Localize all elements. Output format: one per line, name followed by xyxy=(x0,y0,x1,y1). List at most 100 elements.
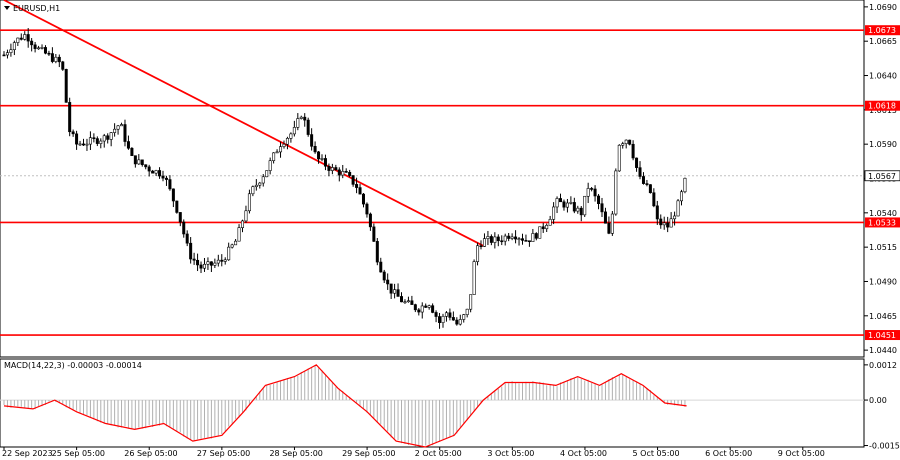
candle-body xyxy=(147,166,151,172)
candle-body xyxy=(130,147,134,156)
candle-body xyxy=(610,213,614,234)
candle-body xyxy=(559,198,563,203)
candle-body xyxy=(590,188,594,190)
candle-body xyxy=(202,263,206,269)
candle-body xyxy=(106,135,110,140)
candle-body xyxy=(30,40,34,46)
candle-body xyxy=(23,34,27,40)
candle-body xyxy=(137,159,141,165)
candle-body xyxy=(396,289,400,297)
candle-body xyxy=(617,144,621,172)
candle-body xyxy=(47,52,51,55)
time-tick-label: 28 Sep 05:00 xyxy=(269,449,322,458)
candle-body xyxy=(102,135,106,142)
current-price-label: 1.0567 xyxy=(868,172,896,181)
candle-body xyxy=(361,193,365,205)
candle-body xyxy=(275,151,279,154)
candle-body xyxy=(569,202,573,204)
candle-body xyxy=(64,69,68,103)
candle-body xyxy=(365,203,369,215)
candle-body xyxy=(427,305,431,308)
candle-body xyxy=(99,140,103,144)
main-frame xyxy=(0,0,865,448)
candle-body xyxy=(638,167,642,177)
candle-body xyxy=(465,308,469,315)
candle-body xyxy=(140,159,144,166)
candle-body xyxy=(182,221,186,235)
candle-body xyxy=(61,61,65,70)
candle-body xyxy=(545,224,549,230)
candle-body xyxy=(410,300,414,305)
candle-body xyxy=(216,259,220,264)
price-tick-label: 1.0590 xyxy=(869,140,897,149)
candle-body xyxy=(368,213,372,228)
chart-title: EURUSD,H1 xyxy=(13,4,60,13)
candle-body xyxy=(78,143,82,146)
candle-body xyxy=(279,146,283,153)
candle-body xyxy=(344,171,348,173)
candle-body xyxy=(50,53,54,62)
candle-body xyxy=(448,312,452,318)
candle-body xyxy=(517,238,521,240)
candle-body xyxy=(251,186,255,195)
price-tick-label: 1.0440 xyxy=(869,346,897,355)
candle-body xyxy=(424,305,428,308)
candle-body xyxy=(306,119,310,135)
dropdown-arrow-icon[interactable] xyxy=(4,6,10,10)
candle-body xyxy=(206,261,210,265)
candle-body xyxy=(666,222,670,228)
candle-body xyxy=(486,236,490,239)
candle-body xyxy=(420,305,424,313)
macd-tick-label: 0.00 xyxy=(869,396,887,405)
candle-body xyxy=(593,188,597,197)
candle-body xyxy=(175,200,179,213)
symbol-header: EURUSD,H1 xyxy=(4,4,60,13)
current-price-tag xyxy=(864,170,900,182)
candle-body xyxy=(261,176,265,184)
candle-body xyxy=(600,203,604,213)
candle-body xyxy=(586,188,590,197)
time-tick-label: 26 Sep 05:00 xyxy=(124,449,177,458)
candle-body xyxy=(496,236,500,242)
candle-body xyxy=(313,146,317,153)
price-tick-label: 1.0515 xyxy=(869,243,897,252)
candle-body xyxy=(310,134,314,147)
candle-body xyxy=(220,259,224,262)
time-tick-label: 27 Sep 05:00 xyxy=(197,449,250,458)
price-tick-label: 1.0690 xyxy=(869,3,897,12)
candle-body xyxy=(292,127,296,135)
candle-body xyxy=(71,131,75,135)
candle-body xyxy=(57,56,61,63)
candle-body xyxy=(683,177,687,193)
candle-body xyxy=(9,49,13,53)
candle-body xyxy=(673,215,677,220)
candle-body xyxy=(372,226,376,242)
candle-body xyxy=(552,206,556,220)
candle-body xyxy=(534,233,538,239)
candle-body xyxy=(645,183,649,185)
candle-body xyxy=(209,261,213,266)
macd-label: MACD(14,22,3) -0.00003 -0.00014 xyxy=(4,361,142,370)
time-tick-label: 4 Oct 05:00 xyxy=(560,449,607,458)
candle-body xyxy=(126,141,130,149)
candle-body xyxy=(40,47,44,49)
candle-body xyxy=(341,171,345,176)
candle-body xyxy=(393,289,397,294)
candle-body xyxy=(541,226,545,230)
candle-body xyxy=(444,312,448,317)
candle-body xyxy=(168,179,172,190)
candle-body xyxy=(334,167,338,171)
time-tick-label: 29 Sep 05:00 xyxy=(342,449,395,458)
candle-body xyxy=(379,261,383,273)
candle-body xyxy=(285,138,289,145)
candle-body xyxy=(510,236,514,239)
candle-body xyxy=(358,187,362,195)
candle-body xyxy=(579,207,583,216)
candle-body xyxy=(237,227,241,242)
candle-body xyxy=(5,52,9,56)
time-tick-label: 3 Oct 05:00 xyxy=(487,449,534,458)
candle-body xyxy=(254,184,258,188)
candle-body xyxy=(527,240,531,243)
candle-body xyxy=(520,238,524,241)
